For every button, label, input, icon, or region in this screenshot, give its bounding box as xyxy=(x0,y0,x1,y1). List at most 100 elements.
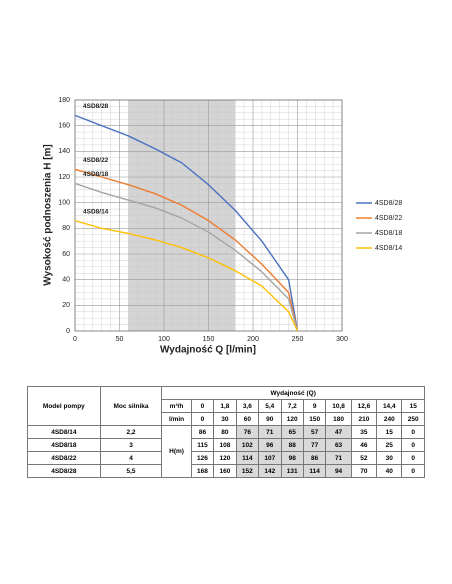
header-cell: Moc silnika xyxy=(99,386,163,426)
data-table: Model pompy Moc silnika Wydajność (Q) m³/h 0… xyxy=(27,386,425,478)
table-cell: 107 xyxy=(258,451,282,465)
table-cell: 96 xyxy=(258,438,282,452)
table-cell: 108 xyxy=(213,438,237,452)
x-tick-label: 200 xyxy=(247,336,259,343)
y-tick-label: 100 xyxy=(58,200,70,207)
table-cell: 120 xyxy=(213,451,237,465)
table-cell: 0 xyxy=(401,425,425,439)
table-cell: 5,5 xyxy=(99,464,163,478)
chart: Wydajność Q [l/min] Wysokość podnoszenia… xyxy=(43,97,403,356)
y-tick-label: 80 xyxy=(62,225,70,232)
table-cell: 86 xyxy=(302,451,327,465)
table-cell: 52 xyxy=(350,451,378,465)
header-cell: 7,2 xyxy=(280,399,304,413)
y-tick-label: 160 xyxy=(58,123,70,130)
series-annotation: 4SD8/14 xyxy=(83,208,109,215)
table-cell: 0 xyxy=(401,438,425,452)
table-cell: 2,2 xyxy=(99,425,163,439)
table-cell: 94 xyxy=(325,464,352,478)
table-cell: 35 xyxy=(350,425,378,439)
table-cell: 15 xyxy=(376,425,403,439)
table-cell: 70 xyxy=(350,464,378,478)
header-cell: m³/h xyxy=(161,399,192,413)
y-tick-label: 20 xyxy=(62,302,70,309)
x-axis-label: Wydajność Q [l/min] xyxy=(160,345,256,356)
table-cell: 80 xyxy=(213,425,237,439)
table-cell: 76 xyxy=(235,425,260,439)
table-cell: 4SD8/14 xyxy=(27,425,101,439)
header-cell: 150 xyxy=(302,412,327,426)
table-cell: 160 xyxy=(213,464,237,478)
x-tick-label: 300 xyxy=(336,336,348,343)
table-cell: 57 xyxy=(302,425,327,439)
y-axis-label: Wysokość podnoszenia H [m] xyxy=(43,144,54,286)
series-line xyxy=(74,182,299,332)
series-line xyxy=(74,114,299,332)
table-cell: 3 xyxy=(99,438,163,452)
table-cell: 47 xyxy=(325,425,352,439)
header-cell: 15 xyxy=(401,399,425,413)
x-tick-label: 250 xyxy=(292,336,304,343)
header-cell: 120 xyxy=(280,412,304,426)
header-cell: 240 xyxy=(376,412,403,426)
header-cell: 30 xyxy=(213,412,237,426)
table-cell: 0 xyxy=(401,464,425,478)
x-tick-label: 100 xyxy=(158,336,170,343)
header-cell: 14,4 xyxy=(376,399,403,413)
legend-label: 4SD8/22 xyxy=(375,215,402,222)
series-annotation: 4SD8/22 xyxy=(83,157,109,164)
table-row: 4SD8/28 5,5 168 160 152 142 131 114 94 70 40 0 xyxy=(27,464,425,478)
table-row: 4SD8/18 3 115 108 102 96 88 77 63 46 25 0 xyxy=(27,438,425,452)
table-cell: 65 xyxy=(280,425,304,439)
x-tick-label: 0 xyxy=(73,336,77,343)
series-annotation: 4SD8/28 xyxy=(83,103,109,110)
header-cell: 180 xyxy=(325,412,352,426)
y-tick-label: 60 xyxy=(62,251,70,258)
y-tick-label: 120 xyxy=(58,174,70,181)
table-cell: 30 xyxy=(376,451,403,465)
y-tick-label: 180 xyxy=(58,97,70,104)
table-cell: 102 xyxy=(235,438,260,452)
table-cell: 4SD8/18 xyxy=(27,438,101,452)
header-cell: 0 xyxy=(190,412,215,426)
table-cell: 98 xyxy=(280,451,304,465)
header-cell: 90 xyxy=(258,412,282,426)
plot-frame xyxy=(74,99,343,332)
series-line xyxy=(74,219,299,332)
table-cell: 131 xyxy=(280,464,304,478)
table-cell: 152 xyxy=(235,464,260,478)
header-cell: l/min xyxy=(161,412,192,426)
series-annotation: 4SD8/18 xyxy=(83,171,109,178)
table-cell: 114 xyxy=(235,451,260,465)
series-line xyxy=(74,168,299,332)
header-cell: 5,4 xyxy=(258,399,282,413)
table-cell: 126 xyxy=(190,451,215,465)
y-tick-label: 140 xyxy=(58,148,70,155)
table-cell: 40 xyxy=(376,464,403,478)
header-cell: 10,8 xyxy=(325,399,352,413)
table-cell: 4SD8/22 xyxy=(27,451,101,465)
table-cell: 4SD8/28 xyxy=(27,464,101,478)
table-cell: 142 xyxy=(258,464,282,478)
x-tick-label: 50 xyxy=(116,336,124,343)
table-cell: 63 xyxy=(325,438,352,452)
table-cell: 115 xyxy=(190,438,215,452)
header-cell: 210 xyxy=(350,412,378,426)
header-cell: Wydajność (Q) xyxy=(161,386,425,400)
header-cell: Model pompy xyxy=(27,386,101,426)
header-cell: H(m) xyxy=(161,425,192,478)
table-cell: 4 xyxy=(99,451,163,465)
table-cell: 0 xyxy=(401,451,425,465)
table-cell: 71 xyxy=(258,425,282,439)
y-tick-label: 40 xyxy=(62,277,70,284)
table-cell: 71 xyxy=(325,451,352,465)
table-cell: 114 xyxy=(302,464,327,478)
x-tick-label: 150 xyxy=(203,336,215,343)
table-row: 4SD8/22 4 126 120 114 107 98 86 71 52 30 0 xyxy=(27,451,425,465)
header-cell: 3,6 xyxy=(235,399,260,413)
header-cell: 1,8 xyxy=(213,399,237,413)
header-cell: 250 xyxy=(401,412,425,426)
table-cell: 46 xyxy=(350,438,378,452)
table-cell: 168 xyxy=(190,464,215,478)
